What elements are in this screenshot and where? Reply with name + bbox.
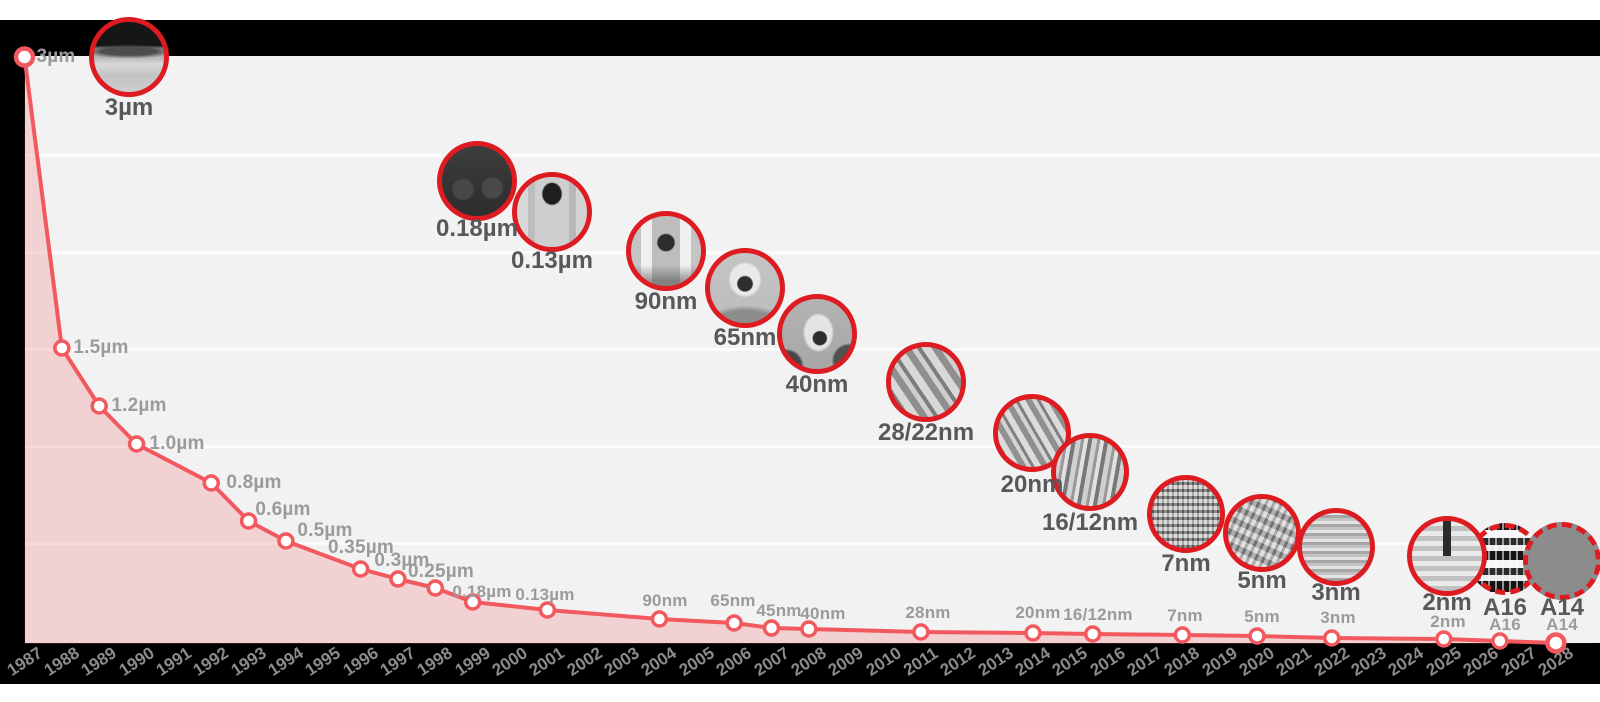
gridline (25, 445, 1600, 448)
gridline (25, 251, 1600, 254)
node-label-06m: 0.6µm (255, 499, 311, 520)
node-image-caption-40nm: 40nm (785, 371, 849, 398)
x-axis-band: 1987 1988 1989 1990 1991 1992 1993 1994 1995 1996… (0, 643, 1600, 684)
node-image-90nm (626, 211, 706, 291)
node-image-a14 (1523, 522, 1600, 600)
node-image-caption-a14: A14 (1539, 594, 1585, 621)
node-label-03m: 0.3µm (374, 550, 430, 571)
gridline (25, 542, 1600, 545)
node-image-caption-018um: 0.18µm (436, 215, 518, 242)
data-point-2nm (1435, 630, 1453, 648)
left-edge-band (0, 20, 25, 643)
node-label-15m: 1.5µm (73, 337, 129, 358)
node-label-40nm: 40nm (800, 604, 846, 623)
node-label-3nm: 3nm (1320, 608, 1356, 627)
data-point-45nm (762, 619, 781, 637)
data-point-20nm (1024, 624, 1042, 642)
data-point-a16 (1491, 632, 1509, 650)
node-label-3m: 3µm (36, 46, 76, 67)
node-image-5nm (1223, 494, 1301, 572)
node-image-3nm (1297, 508, 1375, 586)
node-image-3um (89, 17, 169, 97)
node-image-caption-3nm: 3nm (1311, 579, 1361, 606)
data-point-28nm (912, 623, 930, 641)
node-label-10m: 1.0µm (149, 433, 205, 454)
data-point-3m (13, 46, 36, 68)
data-point-013m (538, 601, 557, 619)
node-image-2nm (1407, 516, 1487, 596)
node-label-5nm: 5nm (1244, 607, 1280, 626)
node-label-013m: 0.13µm (515, 585, 575, 604)
node-label-a14: A14 (1546, 615, 1578, 634)
node-image-40nm (777, 294, 857, 374)
node-image-65nm (705, 248, 785, 328)
node-label-025m: 0.25µm (407, 561, 475, 582)
area-fill (24, 57, 1600, 644)
node-image-caption-90nm: 90nm (634, 288, 698, 315)
node-image-caption-65nm: 65nm (713, 324, 777, 351)
data-point-035m (351, 560, 370, 578)
data-point-10m (127, 435, 146, 453)
data-point-a14 (1545, 632, 1567, 654)
data-point-15m (53, 339, 71, 357)
data-point-3nm (1323, 629, 1341, 647)
node-label-28nm: 28nm (905, 603, 951, 622)
data-point-1612nm (1083, 625, 1102, 643)
node-label-7nm: 7nm (1167, 606, 1203, 625)
data-point-03m (389, 570, 407, 588)
node-image-013um (512, 172, 592, 252)
node-label-018m: 0.18µm (452, 582, 512, 601)
node-label-12m: 1.2µm (111, 395, 167, 416)
gridline (25, 154, 1600, 157)
data-point-025m (426, 579, 445, 597)
node-image-018um (437, 141, 517, 221)
data-point-40nm (800, 620, 818, 638)
node-label-08m: 0.8µm (226, 472, 282, 493)
node-label-2nm: 2nm (1430, 612, 1466, 631)
data-point-06m (239, 512, 258, 530)
data-point-08m (202, 474, 220, 492)
node-image-caption-013um: 0.13µm (511, 247, 593, 274)
node-image-caption-20nm: 20nm (1000, 471, 1064, 498)
data-point-018m (463, 593, 482, 611)
data-point-12m (90, 397, 108, 415)
node-image-caption-2822nm: 28/22nm (877, 419, 975, 446)
node-image-2822nm (886, 342, 966, 422)
data-point-65nm (725, 614, 743, 632)
node-label-45nm: 45nm (756, 601, 802, 620)
data-point-7nm (1173, 626, 1192, 644)
node-image-caption-1612nm: 16/12nm (1041, 509, 1139, 536)
data-point-05m (277, 532, 295, 550)
node-image-1612nm (1051, 433, 1129, 511)
data-point-5nm (1248, 627, 1266, 645)
node-label-1612nm: 16/12nm (1063, 605, 1133, 624)
node-label-a16: A16 (1489, 615, 1521, 634)
node-image-caption-5nm: 5nm (1237, 567, 1287, 594)
node-label-90nm: 90nm (642, 591, 688, 610)
node-image-caption-a16: A16 (1482, 594, 1528, 621)
top-banner (0, 20, 1600, 56)
node-label-20nm: 20nm (1015, 603, 1061, 622)
data-point-90nm (650, 610, 669, 628)
node-image-caption-3um: 3µm (104, 94, 154, 121)
node-label-65nm: 65nm (710, 591, 756, 610)
node-image-7nm (1147, 475, 1225, 553)
node-image-caption-7nm: 7nm (1161, 550, 1211, 577)
node-label-035m: 0.35µm (327, 537, 395, 558)
node-label-05m: 0.5µm (297, 520, 353, 541)
